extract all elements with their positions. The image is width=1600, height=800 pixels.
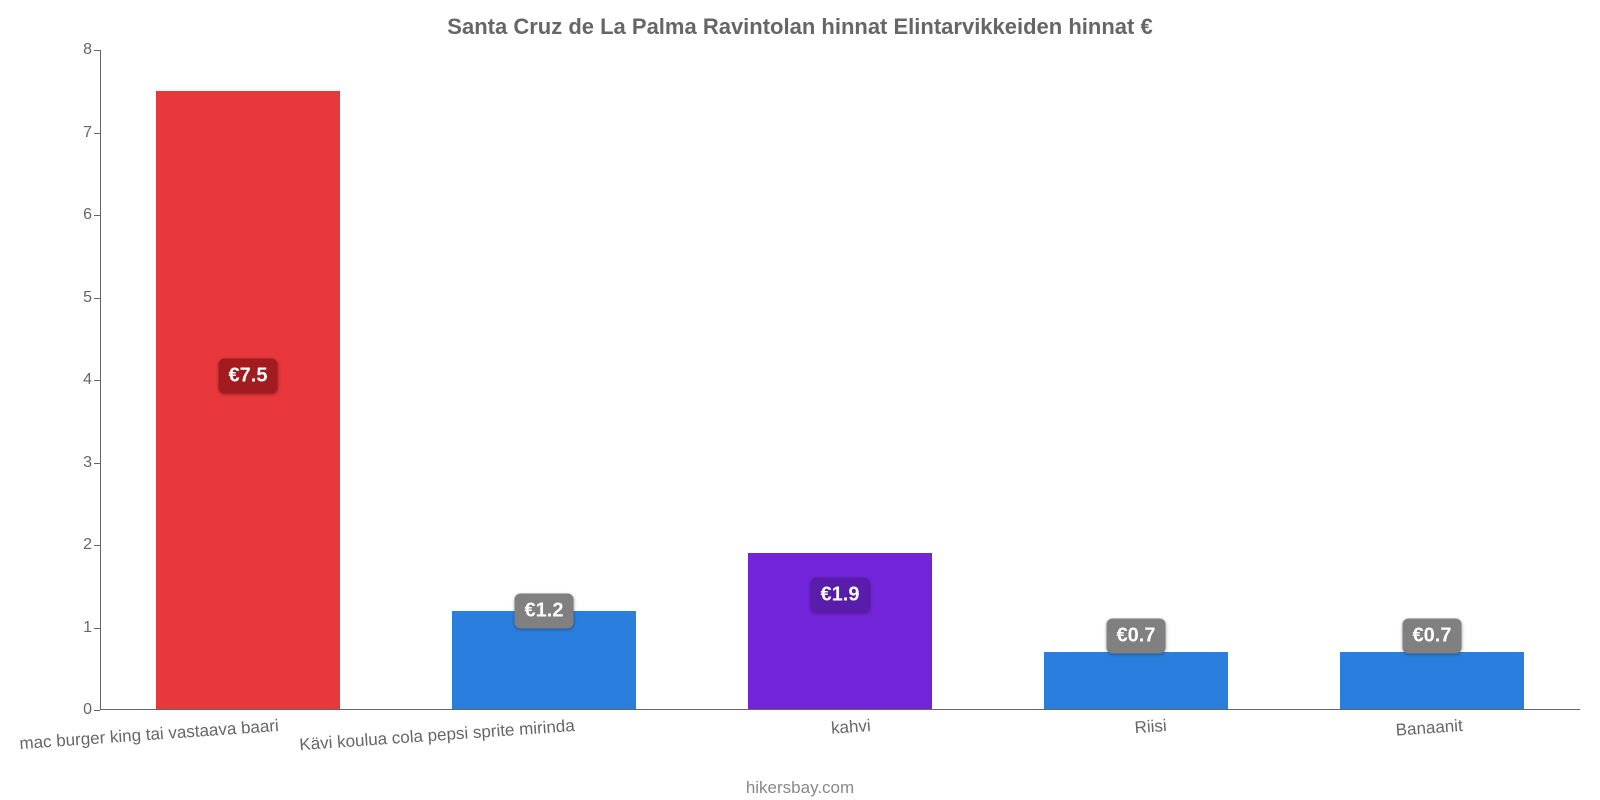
- y-tick-mark: [94, 50, 100, 51]
- bar-value-label: €1.2: [515, 594, 574, 629]
- y-tick-mark: [94, 298, 100, 299]
- bar: [156, 91, 340, 710]
- x-axis: [100, 709, 1580, 710]
- bar-value-label: €0.7: [1107, 618, 1166, 653]
- bar-value-label: €0.7: [1403, 618, 1462, 653]
- y-tick-mark: [94, 463, 100, 464]
- bar: [1044, 652, 1228, 710]
- plot-area: €7.5€1.2€1.9€0.7€0.7 012345678mac burger…: [100, 50, 1580, 710]
- y-tick-mark: [94, 380, 100, 381]
- bar: [1340, 652, 1524, 710]
- x-tick-label: Riisi: [1134, 716, 1167, 738]
- y-tick-mark: [94, 710, 100, 711]
- y-tick-mark: [94, 628, 100, 629]
- y-axis: [100, 50, 101, 710]
- x-tick-label: kahvi: [830, 716, 871, 739]
- x-tick-label: Banaanit: [1395, 716, 1463, 741]
- bar-value-label: €1.9: [811, 577, 870, 612]
- bar-value-label: €7.5: [219, 358, 278, 393]
- y-tick-mark: [94, 545, 100, 546]
- chart-title: Santa Cruz de La Palma Ravintolan hinnat…: [20, 14, 1580, 40]
- x-tick-label: Kävi koulua cola pepsi sprite mirinda: [299, 716, 576, 755]
- y-tick-mark: [94, 133, 100, 134]
- x-tick-label: mac burger king tai vastaava baari: [19, 716, 280, 754]
- chart-footer: hikersbay.com: [0, 778, 1600, 798]
- y-tick-mark: [94, 215, 100, 216]
- bars-layer: €7.5 €1.2 €1.9 €0.7 €0.7: [100, 50, 1580, 710]
- price-bar-chart: Santa Cruz de La Palma Ravintolan hinnat…: [0, 0, 1600, 800]
